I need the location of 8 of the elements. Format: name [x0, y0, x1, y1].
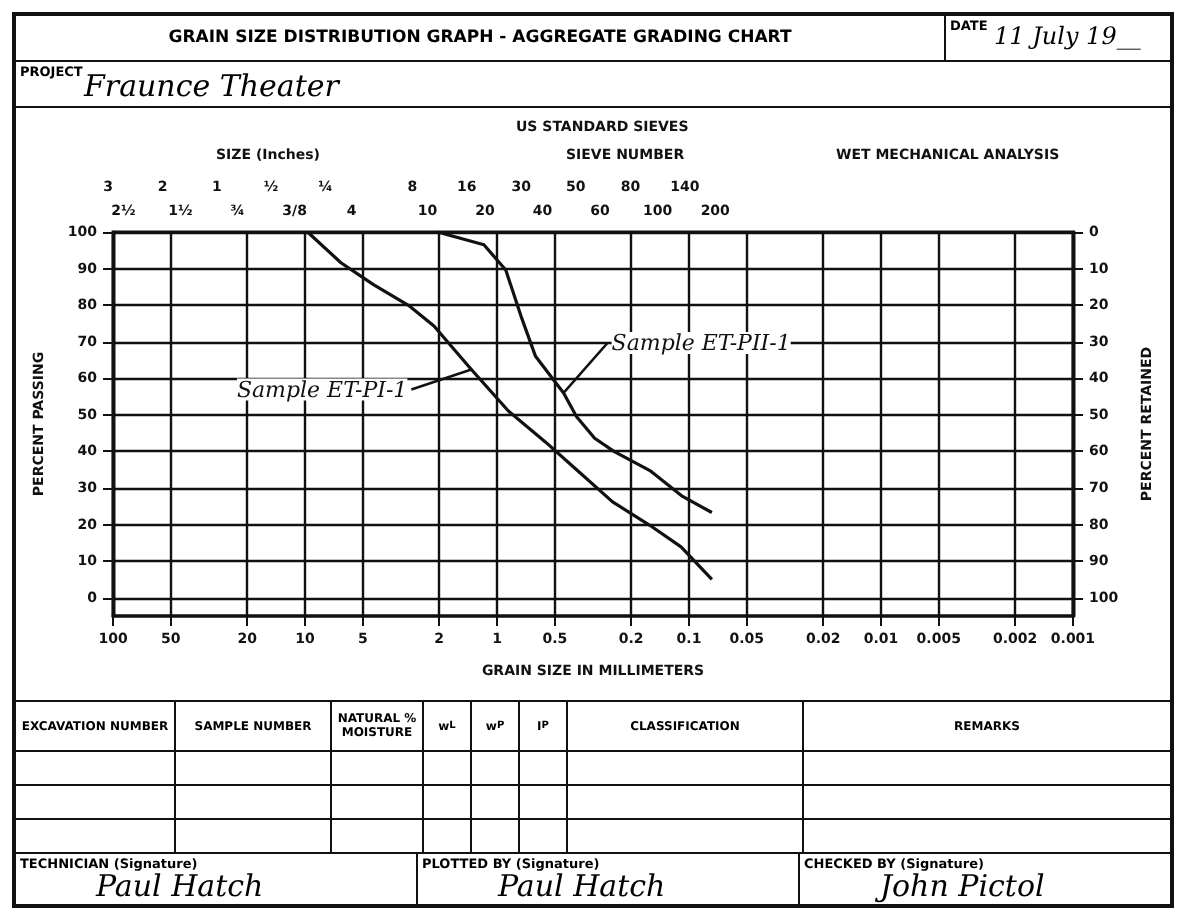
text: John Pictol [880, 868, 1045, 904]
annotation: Sample ET-PI-1 [236, 376, 408, 403]
annotation: Sample ET-PII-1 [611, 329, 791, 356]
text: Paul Hatch [498, 868, 666, 904]
text: Paul Hatch [96, 868, 264, 904]
text: Fraunce Theater [84, 68, 339, 104]
chart-title: GRAIN SIZE DISTRIBUTION GRAPH - AGGREGATE GRADING CHART [16, 16, 946, 60]
text: 11 July 19__ [994, 22, 1141, 50]
